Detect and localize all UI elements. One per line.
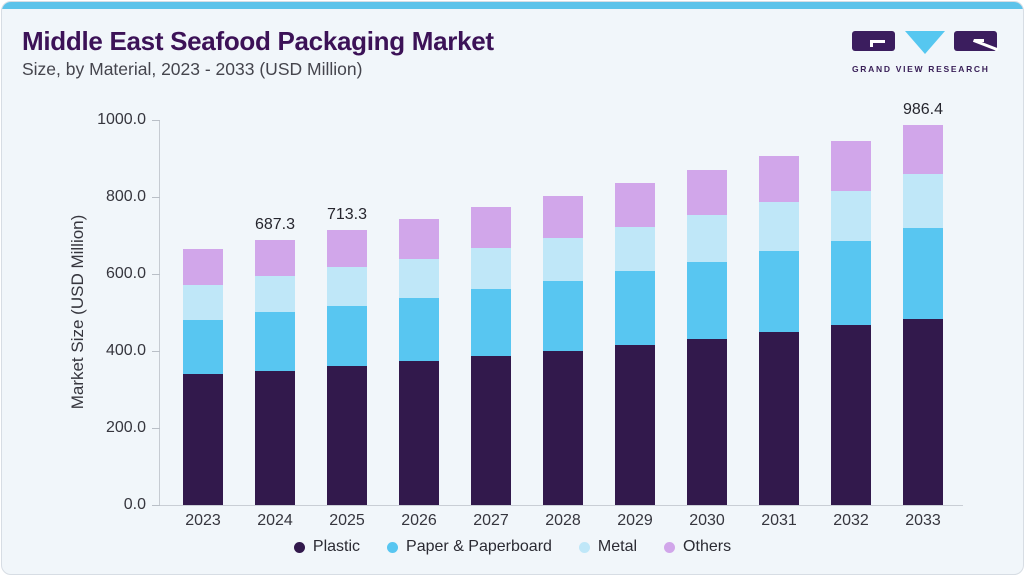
x-axis-label-2029: 2029 bbox=[617, 512, 653, 529]
legend-item-others: Others bbox=[664, 538, 731, 556]
bar-segment-metal-2026 bbox=[399, 259, 439, 299]
page-title: Middle East Seafood Packaging Market bbox=[22, 26, 494, 56]
bar-segment-others-2024 bbox=[255, 240, 295, 277]
bar-segment-others-2030 bbox=[687, 170, 727, 216]
bar-segment-plastic-2024 bbox=[255, 370, 295, 505]
x-axis-label-2027: 2027 bbox=[473, 512, 509, 529]
plot-area: 0.0 200.0 400.0 600.0 800.0 1000.0 2023 687.3 20… bbox=[97, 101, 963, 529]
bar-segment-plastic-2030 bbox=[687, 339, 727, 505]
legend-dot-plastic bbox=[293, 541, 305, 553]
bar-segment-paper-paperboard-2029 bbox=[615, 271, 655, 345]
bar-segment-others-2027 bbox=[471, 207, 511, 249]
bar-segment-others-2033 bbox=[903, 125, 943, 175]
bar-segment-plastic-2029 bbox=[615, 344, 655, 505]
bar-segment-paper-paperboard-2023 bbox=[183, 320, 223, 375]
bar-segment-metal-2024 bbox=[255, 276, 295, 313]
y-axis-tick-label: 800.0 bbox=[105, 188, 146, 205]
bar-segment-paper-paperboard-2024 bbox=[255, 312, 295, 371]
bar-segment-others-2025 bbox=[327, 230, 367, 267]
legend: Plastic Paper & Paperboard Metal Others bbox=[2, 538, 1023, 556]
y-axis-tick-mark bbox=[152, 504, 160, 506]
bar-total-label-2033: 986.4 bbox=[902, 101, 944, 119]
bar-segment-paper-paperboard-2032 bbox=[831, 240, 871, 326]
y-axis-tick-mark bbox=[152, 273, 160, 275]
bar-segment-metal-2027 bbox=[471, 248, 511, 290]
logo-wordmark: GRAND VIEW RESEARCH bbox=[852, 64, 990, 74]
x-axis-label-2026: 2026 bbox=[401, 512, 437, 529]
logo-v-triangle-icon bbox=[904, 31, 945, 54]
bar-segment-metal-2030 bbox=[687, 215, 727, 263]
bar-segment-others-2023 bbox=[183, 249, 223, 285]
y-axis-tick-label: 0.0 bbox=[123, 496, 146, 513]
legend-label-metal: Metal bbox=[597, 538, 638, 555]
bar-segment-others-2032 bbox=[831, 141, 871, 191]
legend-dot-paper-paperboard bbox=[387, 541, 399, 553]
x-axis-label-2028: 2028 bbox=[545, 512, 581, 529]
bar-segment-plastic-2032 bbox=[831, 325, 871, 505]
y-axis-tick-mark bbox=[152, 427, 160, 429]
bar-segment-others-2029 bbox=[615, 183, 655, 227]
x-axis-label-2025: 2025 bbox=[329, 512, 365, 529]
bar-segment-metal-2031 bbox=[759, 202, 799, 252]
logo-g-icon bbox=[852, 31, 895, 51]
y-axis-tick-mark bbox=[152, 350, 160, 352]
bar-segment-metal-2023 bbox=[183, 284, 223, 321]
bar-segment-paper-paperboard-2030 bbox=[687, 262, 727, 340]
bar-segment-paper-paperboard-2026 bbox=[399, 298, 439, 361]
y-axis-tick-label: 600.0 bbox=[105, 265, 146, 282]
legend-item-plastic: Plastic bbox=[293, 538, 361, 556]
bar-segment-metal-2033 bbox=[903, 174, 943, 229]
bar-segment-metal-2025 bbox=[327, 266, 367, 306]
x-axis-label-2032: 2032 bbox=[833, 512, 869, 529]
bar-segment-others-2026 bbox=[399, 219, 439, 260]
top-accent-bar bbox=[2, 2, 1023, 9]
bar-segment-others-2031 bbox=[759, 155, 799, 203]
x-axis-label-2023: 2023 bbox=[185, 512, 221, 529]
x-axis-label-2031: 2031 bbox=[761, 512, 797, 529]
legend-label-plastic: Plastic bbox=[312, 538, 361, 555]
bar-segment-plastic-2026 bbox=[399, 361, 439, 505]
legend-label-paper-paperboard: Paper & Paperboard bbox=[406, 538, 552, 555]
bar-segment-plastic-2025 bbox=[327, 365, 367, 505]
y-axis-tick-label: 1000.0 bbox=[97, 111, 146, 128]
logo-r-icon bbox=[954, 31, 997, 51]
y-axis-tick-mark bbox=[152, 196, 160, 198]
y-axis-tick-label: 400.0 bbox=[105, 342, 146, 359]
y-axis-tick-label: 200.0 bbox=[105, 419, 146, 436]
bar-segment-others-2028 bbox=[543, 195, 583, 239]
x-axis-label-2024: 2024 bbox=[257, 512, 293, 529]
legend-dot-others bbox=[664, 541, 676, 553]
legend-item-metal: Metal bbox=[578, 538, 638, 556]
bar-total-label-2024: 687.3 bbox=[254, 216, 296, 234]
bar-segment-metal-2028 bbox=[543, 238, 583, 282]
page-subtitle: Size, by Material, 2023 - 2033 (USD Mill… bbox=[22, 59, 363, 79]
bar-segment-plastic-2033 bbox=[903, 319, 943, 505]
x-axis-label-2033: 2033 bbox=[905, 512, 941, 529]
legend-label-others: Others bbox=[683, 538, 732, 555]
y-axis-tick-mark bbox=[152, 119, 160, 121]
bar-segment-metal-2029 bbox=[615, 226, 655, 272]
bar-segment-plastic-2027 bbox=[471, 356, 511, 505]
y-axis-title: Market Size (USD Million) bbox=[68, 214, 87, 410]
bar-segment-paper-paperboard-2033 bbox=[903, 228, 943, 320]
legend-item-paper-paperboard: Paper & Paperboard bbox=[387, 538, 552, 556]
x-axis-label-2030: 2030 bbox=[689, 512, 725, 529]
bar-segment-paper-paperboard-2031 bbox=[759, 251, 799, 333]
bar-segment-plastic-2028 bbox=[543, 350, 583, 505]
bar-total-label-2025: 713.3 bbox=[326, 206, 368, 224]
bar-segment-metal-2032 bbox=[831, 190, 871, 241]
legend-dot-metal bbox=[578, 541, 590, 553]
bar-segment-paper-paperboard-2025 bbox=[327, 305, 367, 366]
grand-view-research-logo: GRAND VIEW RESEARCH bbox=[852, 31, 997, 74]
bar-segment-plastic-2031 bbox=[759, 332, 799, 505]
bar-segment-paper-paperboard-2027 bbox=[471, 289, 511, 356]
bar-segment-plastic-2023 bbox=[183, 374, 223, 505]
bar-segment-paper-paperboard-2028 bbox=[543, 281, 583, 351]
logo-gvr-shapes bbox=[852, 31, 997, 55]
